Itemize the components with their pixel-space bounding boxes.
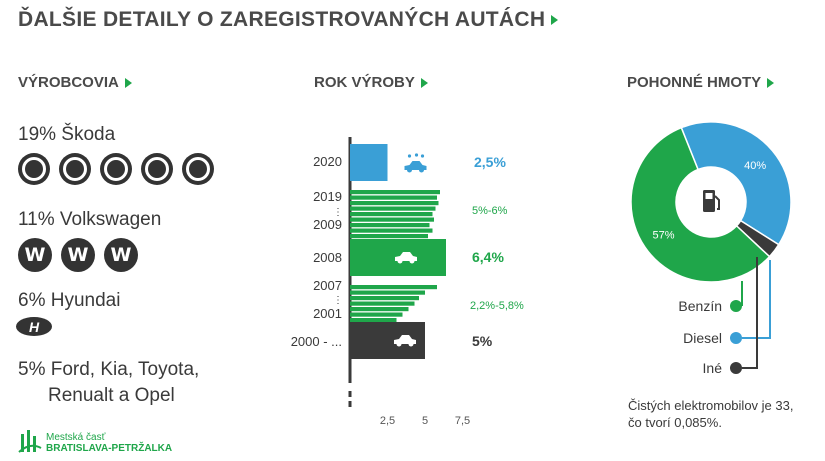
vw-logo-icon bbox=[104, 238, 138, 272]
y-label-2020: 2020 bbox=[313, 154, 342, 169]
maker-label: 5% Ford, Kia, Toyota, bbox=[18, 359, 200, 380]
legend-connector bbox=[742, 257, 758, 369]
district-logo: Mestská časť BRATISLAVA-PETRŽALKA bbox=[18, 428, 172, 454]
bar-2019-2009 bbox=[350, 228, 433, 233]
title-arrow-icon bbox=[551, 15, 559, 26]
section-arrow-icon bbox=[767, 78, 775, 89]
bar-2007-2001 bbox=[350, 307, 409, 312]
fuel-donut-chart: 57% 40% Benzín Diesel Iné bbox=[630, 121, 792, 376]
section-arrow-icon bbox=[420, 78, 428, 89]
vw-logo-icon bbox=[18, 238, 52, 272]
electric-note: Čistých elektromobilov je 33, čo tvorí 0… bbox=[628, 397, 793, 431]
skoda-logo-icon bbox=[182, 153, 214, 185]
legend-dot bbox=[730, 300, 742, 312]
car-icon bbox=[404, 161, 427, 173]
y-label-ellipsis: ⋮ bbox=[333, 295, 343, 306]
note-line: čo tvorí 0,085%. bbox=[628, 415, 722, 430]
bar-2020 bbox=[350, 144, 388, 181]
car-wheel bbox=[397, 258, 403, 264]
maker-label: 6% Hyundai bbox=[18, 290, 121, 311]
value-label-2007-2001: 2,2%-5,8% bbox=[470, 300, 524, 312]
bar-2019-2009 bbox=[350, 195, 437, 200]
x-tick-label: 5 bbox=[422, 415, 428, 427]
bar-2007-2001 bbox=[350, 312, 403, 317]
vw-logo-icon bbox=[61, 238, 95, 272]
legend-diesel: Diesel bbox=[683, 330, 722, 346]
bar-2007-2001 bbox=[350, 301, 415, 306]
skoda-logo-icon bbox=[100, 153, 132, 185]
bar-2019-2009 bbox=[350, 234, 428, 239]
sparkle-icon bbox=[420, 154, 425, 158]
value-label-2020: 2,5% bbox=[474, 154, 506, 170]
bar-2019-2009 bbox=[350, 206, 436, 211]
y-label-2001: 2001 bbox=[313, 306, 342, 321]
pump-window bbox=[705, 193, 713, 199]
car-wheel bbox=[396, 341, 402, 347]
x-tick-label: 7,5 bbox=[455, 415, 470, 427]
logo-text-line1: Mestská časť bbox=[46, 432, 106, 443]
skoda-logos bbox=[18, 153, 214, 185]
legend-dot bbox=[730, 362, 742, 374]
bar-2007-2001 bbox=[350, 318, 397, 323]
bar-2019-2009 bbox=[350, 223, 430, 228]
skoda-logo-icon bbox=[18, 153, 50, 185]
y-label-ellipsis: ⋮ bbox=[333, 207, 343, 218]
section-fuel-heading: POHONNÉ HMOTY bbox=[627, 74, 775, 91]
legend-dot bbox=[730, 332, 742, 344]
hyundai-logo: H bbox=[16, 317, 52, 336]
x-tick-label: 2,5 bbox=[380, 415, 395, 427]
slice-diesel bbox=[680, 121, 792, 246]
section-arrow-icon bbox=[124, 78, 132, 89]
note-line: Čistých elektromobilov je 33, bbox=[628, 398, 794, 413]
fuel-pump-icon bbox=[703, 190, 720, 212]
y-label-2007: 2007 bbox=[313, 278, 342, 293]
legend-benzin: Benzín bbox=[678, 298, 722, 314]
y-label-2000: 2000 - ... bbox=[291, 334, 342, 349]
bar-2007-2001 bbox=[350, 290, 425, 295]
section-year-heading: ROK VÝROBY bbox=[314, 74, 428, 91]
value-label-2000: 5% bbox=[472, 333, 493, 349]
y-label-2008: 2008 bbox=[313, 250, 342, 265]
logo-text-line2: BRATISLAVA-PETRŽALKA bbox=[46, 443, 173, 454]
petrzalka-logo-icon bbox=[18, 430, 42, 453]
bar-2019-2009 bbox=[350, 212, 433, 217]
slice-label: 40% bbox=[744, 160, 766, 172]
value-label-2008: 6,4% bbox=[472, 249, 504, 265]
maker-label: Renualt a Opel bbox=[48, 385, 175, 406]
section-makers-heading: VÝROBCOVIA bbox=[18, 74, 132, 91]
car-icon bbox=[395, 252, 417, 264]
pump-hose bbox=[714, 195, 720, 210]
car-wheel bbox=[419, 167, 424, 173]
legend-connector bbox=[742, 260, 771, 339]
bar-2019-2009 bbox=[350, 217, 434, 222]
page-title: ĎALŠIE DETAILY O ZAREGISTROVANÝCH AUTÁCH bbox=[18, 8, 559, 32]
y-label-2009: 2009 bbox=[313, 217, 342, 232]
legend-ine: Iné bbox=[703, 360, 723, 376]
sparkle-icon bbox=[407, 154, 412, 158]
car-wheel bbox=[409, 258, 415, 264]
y-label-2019: 2019 bbox=[313, 189, 342, 204]
car-wheel bbox=[407, 167, 412, 173]
skoda-logo-icon bbox=[141, 153, 173, 185]
slice-benzin bbox=[630, 126, 771, 283]
bar-2007-2001 bbox=[350, 285, 437, 290]
value-label-2019-2009: 5%-6% bbox=[472, 205, 508, 217]
slice-label: 57% bbox=[653, 229, 675, 241]
bar-2007-2001 bbox=[350, 296, 419, 301]
vw-logos bbox=[18, 238, 138, 272]
hyundai-logo-icon: H bbox=[16, 317, 52, 336]
bar-2019-2009 bbox=[350, 201, 439, 206]
maker-label: 19% Škoda bbox=[18, 124, 116, 145]
car-icon bbox=[394, 335, 416, 347]
skoda-logo-icon bbox=[59, 153, 91, 185]
maker-label: 11% Volkswagen bbox=[18, 209, 162, 230]
bar-2019-2009 bbox=[350, 190, 440, 195]
sparkle-icon bbox=[414, 153, 419, 157]
car-wheel bbox=[408, 341, 414, 347]
